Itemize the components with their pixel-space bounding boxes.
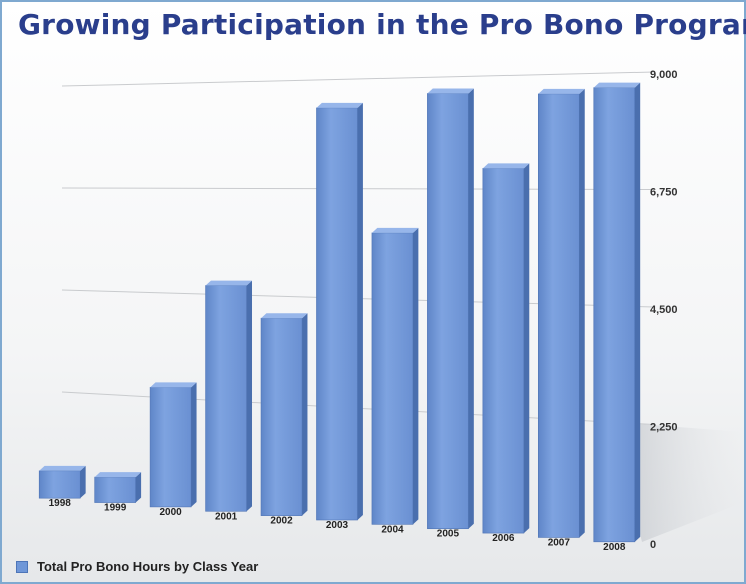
bar-side bbox=[357, 102, 363, 520]
bar-side bbox=[412, 227, 419, 525]
bar bbox=[371, 227, 419, 525]
bar-side bbox=[523, 163, 530, 534]
bar-top bbox=[39, 465, 86, 471]
bar-front bbox=[427, 93, 469, 530]
bar-top bbox=[482, 163, 530, 169]
y-tick-label: 6,750 bbox=[650, 187, 678, 199]
bar-front bbox=[205, 285, 247, 512]
bar-side bbox=[135, 472, 142, 503]
bar-top bbox=[427, 88, 474, 94]
bar bbox=[593, 82, 641, 543]
x-tick-label: 2000 bbox=[160, 507, 183, 518]
bar-front bbox=[94, 476, 136, 503]
bar bbox=[427, 88, 474, 530]
bar-side bbox=[579, 88, 585, 538]
bar bbox=[316, 102, 363, 521]
bar bbox=[537, 88, 585, 538]
y-tick-label: 0 bbox=[650, 539, 656, 551]
bar-front bbox=[482, 168, 525, 534]
bar-front bbox=[537, 93, 580, 538]
bar-front bbox=[38, 470, 81, 499]
chart-legend: Total Pro Bono Hours by Class Year bbox=[16, 559, 258, 574]
bar-top bbox=[261, 313, 308, 319]
bar bbox=[38, 465, 86, 499]
bar-front bbox=[371, 232, 414, 525]
legend-swatch bbox=[16, 560, 28, 573]
x-tick-label: 2002 bbox=[270, 516, 293, 527]
bar-side bbox=[191, 382, 197, 507]
bar-side bbox=[246, 280, 253, 512]
bar-top bbox=[94, 472, 142, 478]
bar-side bbox=[634, 82, 641, 542]
x-tick-label: 2006 bbox=[492, 533, 515, 544]
bar-top bbox=[371, 227, 419, 233]
x-tick-label: 2001 bbox=[215, 511, 238, 522]
y-tick-label: 9,000 bbox=[650, 69, 678, 81]
bar-front bbox=[593, 87, 636, 543]
bar bbox=[482, 163, 530, 534]
legend-label: Total Pro Bono Hours by Class Year bbox=[37, 559, 259, 574]
bar bbox=[260, 313, 308, 516]
x-tick-label: 1999 bbox=[104, 503, 127, 514]
x-tick-label: 2005 bbox=[437, 529, 460, 540]
x-tick-label: 2008 bbox=[603, 542, 626, 553]
bar-top bbox=[150, 382, 197, 388]
bar-side bbox=[302, 313, 308, 516]
x-tick-label: 1998 bbox=[49, 498, 72, 509]
x-tick-label: 2004 bbox=[381, 524, 404, 535]
bar-top bbox=[316, 102, 363, 108]
y-tick-label: 2,250 bbox=[650, 422, 678, 434]
bar-front bbox=[149, 387, 192, 508]
x-tick-label: 2003 bbox=[326, 520, 349, 531]
bar-front bbox=[316, 107, 358, 521]
bar-top bbox=[205, 280, 253, 286]
bar-shadow bbox=[612, 422, 744, 542]
bar bbox=[205, 280, 253, 512]
bar-top bbox=[538, 88, 585, 94]
gridline bbox=[61, 71, 655, 87]
chart-title: Growing Participation in the Pro Bono Pr… bbox=[18, 8, 746, 41]
bar-top bbox=[593, 82, 641, 88]
bar-side bbox=[80, 465, 86, 499]
bar-front bbox=[260, 317, 303, 516]
bar bbox=[149, 382, 197, 508]
y-tick-label: 4,500 bbox=[650, 304, 678, 316]
bar-side bbox=[468, 88, 474, 529]
x-tick-label: 2007 bbox=[548, 537, 571, 548]
bar bbox=[94, 472, 142, 503]
